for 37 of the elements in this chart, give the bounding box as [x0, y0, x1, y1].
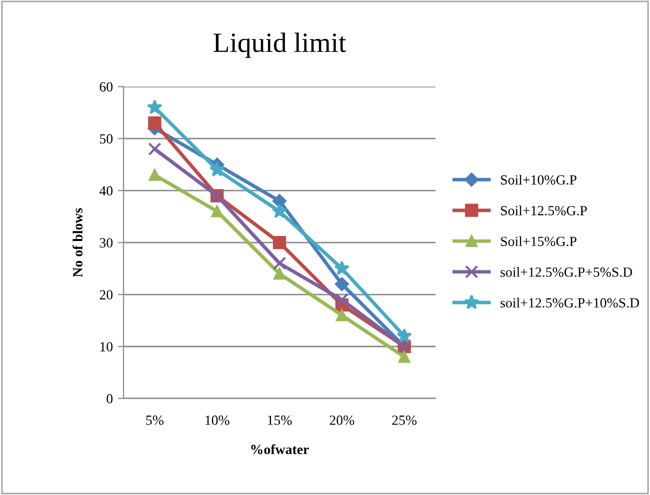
point: [272, 203, 288, 218]
point: [336, 309, 348, 322]
point: [272, 236, 286, 250]
point: [148, 116, 162, 130]
point: [147, 99, 162, 114]
point: [274, 268, 286, 280]
point: [396, 328, 412, 343]
legend-label: Soil+10%G.P: [501, 174, 576, 185]
x-tick-label: 5%: [146, 416, 164, 425]
point: [272, 256, 286, 270]
point: [209, 162, 225, 176]
y-axis-title: No of blows: [72, 208, 82, 278]
y-tick-label: 40: [99, 186, 113, 196]
point: [334, 277, 349, 292]
x-tick-label: 15%: [268, 416, 292, 425]
point: [335, 293, 348, 306]
x-axis-title: %ofwater: [251, 444, 309, 454]
chart-title: Liquid limit: [214, 32, 346, 58]
y-tick-label: 60: [100, 82, 113, 92]
y-tick-label: 10: [100, 342, 113, 352]
point: [272, 194, 286, 208]
y-tick-label: 30: [100, 238, 113, 248]
point: [148, 142, 162, 156]
x-tick-label: 20%: [330, 416, 354, 425]
legend-label: Soil+15%G.P: [501, 236, 576, 246]
legend-label: Soil+12.5%G.P: [501, 206, 587, 216]
legend-label: soil+12.5%G.P+10%S.D: [500, 298, 640, 308]
x-tick-label: 25%: [392, 416, 417, 425]
y-tick-label: 50: [100, 134, 113, 144]
point: [211, 205, 224, 218]
y-tick-label: 0: [106, 394, 113, 404]
point: [398, 350, 410, 363]
point: [334, 260, 350, 276]
point: [148, 169, 161, 181]
x-tick-label: 10%: [206, 416, 230, 425]
y-tick-label: 20: [100, 290, 113, 300]
legend-label: soil+12.5%G.P+5%S.D: [500, 267, 632, 277]
